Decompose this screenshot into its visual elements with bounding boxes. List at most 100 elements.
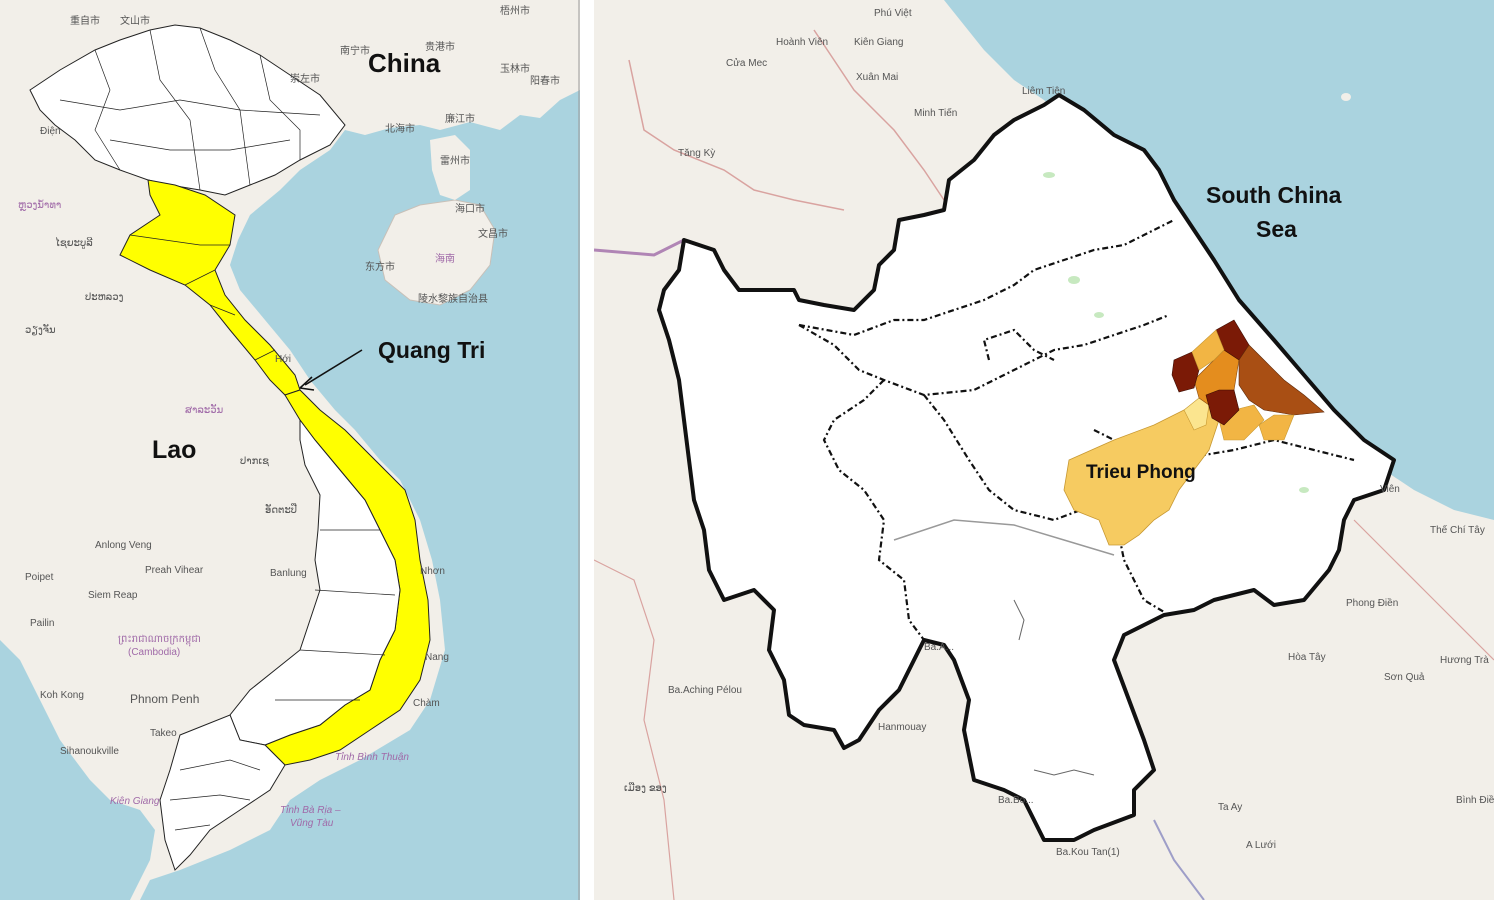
lake [1068, 276, 1080, 284]
basemap-label: 玉林市 [500, 64, 530, 75]
basemap-label: Banlung [270, 568, 307, 579]
basemap-label: Ta Ay [1218, 802, 1243, 813]
province-outline [657, 93, 1396, 842]
basemap-label: ອັດຕະປື [265, 505, 298, 516]
basemap-label: ປາກເຊ [240, 456, 269, 467]
basemap-label: 文山市 [120, 16, 150, 27]
road [628, 59, 845, 211]
river [1013, 599, 1025, 641]
basemap-label: Sihanoukville [60, 746, 119, 757]
basemap-label: Cửa Mec [726, 58, 768, 69]
basemap-label: 阳春市 [530, 76, 560, 87]
vietnam-overview-map[interactable]: 重自市 文山市 南宁市 贵港市 梧州市 崇左市 玉林市 北海市 廉江市 阳春市 … [0, 0, 580, 900]
basemap-label: Poipet [25, 572, 54, 583]
basemap-label: ຫຼວງນໍ້າທາ [18, 200, 62, 211]
basemap-label: ປະຫລວງ [85, 292, 124, 303]
china-label: China [368, 48, 441, 78]
basemap-label: Hới [275, 354, 292, 365]
basemap-label: Hanmouay [878, 722, 927, 733]
vietnam-map-graphic [0, 0, 580, 900]
basemap-label: A Lưới [1246, 840, 1276, 851]
basemap-label: 南宁市 [340, 46, 370, 57]
basemap-label: ໄຊຍະບູລີ [55, 238, 93, 249]
south-borders [169, 759, 261, 831]
quang-tri-label: Quang Tri [378, 337, 486, 363]
quang-tri-arrowhead [299, 376, 315, 391]
sea-label-line2: Sea [1256, 216, 1297, 242]
basemap-label: Kiên Giang [854, 37, 904, 48]
basemap-label: Nhơn [420, 566, 445, 577]
basemap-label: 北海市 [385, 124, 415, 135]
basemap-label: Ba.Bo... [998, 795, 1034, 806]
north-central-borders [129, 234, 276, 361]
hainan-island [377, 199, 496, 306]
river [893, 519, 1115, 556]
basemap-label: Bình Điền [1456, 795, 1494, 806]
basemap-label: 贵港市 [425, 42, 455, 53]
basemap-label: Vũng Tàu [290, 818, 334, 829]
road [594, 238, 685, 257]
lao-label: Lao [152, 436, 197, 464]
lake [1094, 312, 1104, 318]
basemap-label: 梧州市 [500, 6, 530, 17]
island [1341, 93, 1351, 101]
basemap-label: ព្រះរាជាណាចក្រកម្ពុជា [118, 634, 201, 645]
coast-border [1058, 93, 1395, 462]
basemap-label: ສາລະວັນ [185, 405, 224, 416]
lake [1043, 172, 1055, 178]
basemap-label: Tỉnh Bình Thuận [335, 752, 409, 763]
quang-tri-map-graphic [594, 0, 1494, 900]
river [1033, 769, 1095, 776]
trieu-phong-label: Trieu Phong [1086, 462, 1196, 483]
basemap-label: 东方市 [365, 262, 395, 273]
basemap-label: Thế Chí Tây [1430, 525, 1485, 536]
basemap-label: 海南 [435, 254, 455, 265]
basemap-label: ເມືອງ ຂອງ [624, 783, 667, 794]
sea-label-line1: South China [1206, 182, 1342, 208]
north-province-borders [59, 27, 321, 191]
quang-tri-detail-map[interactable]: Phú Việt Hoành Viên Kiên Giang Cửa Mec X… [594, 0, 1494, 900]
basemap-label: 雷州市 [440, 156, 470, 167]
basemap-label: Hương Trà [1440, 655, 1489, 666]
road [594, 559, 675, 900]
basemap-label: Anlong Veng [95, 540, 152, 551]
road [1353, 519, 1494, 661]
commune-pale [1183, 397, 1210, 431]
basemap-label: Ba.A... [924, 642, 955, 653]
commune-light-orange [1258, 414, 1295, 441]
district-trieu-phong [1063, 399, 1220, 546]
sea-area [140, 90, 580, 900]
basemap-label: 陵水黎族自治县 [418, 294, 488, 305]
basemap-label: Preah Vihear [145, 565, 204, 576]
basemap-label: 崇左市 [290, 74, 320, 85]
basemap-label: 海口市 [455, 204, 485, 215]
basemap-label: Xuân Mai [856, 72, 899, 83]
basemap-label: (Cambodia) [128, 647, 181, 658]
road [1153, 819, 1205, 900]
road [813, 29, 945, 201]
basemap-label: 廉江市 [445, 114, 475, 125]
quang-tri-arrow [304, 349, 363, 386]
basemap-label: Ba.Kou Tan(1) [1056, 847, 1120, 858]
basemap-label: Tỉnh Bà Rịa – [280, 805, 341, 816]
basemap-label: ວຽງຈັນ [25, 325, 56, 336]
basemap-label: Chàm [413, 698, 440, 709]
basemap-label: Hòa Tây [1288, 652, 1326, 663]
basemap-label: Koh Kong [40, 690, 84, 701]
basemap-label: Liêm Tiên [1022, 86, 1066, 97]
basemap-label: Kiên Giang [110, 796, 160, 807]
basemap-label: Minh Tiến [914, 108, 958, 119]
basemap-label: Phnom Penh [130, 692, 200, 706]
basemap-label: 文昌市 [478, 229, 508, 240]
basemap-label: Sơn Quả [1384, 672, 1425, 683]
lake [1299, 487, 1309, 493]
basemap-label: 重自市 [70, 16, 100, 27]
commune-brown [1238, 344, 1325, 416]
basemap-label: Phú Việt [874, 8, 912, 19]
basemap-label: Pailin [30, 618, 55, 629]
basemap-label: Ba.Aching Pélou [668, 685, 742, 696]
basemap-label: Điện [40, 126, 61, 137]
basemap-label: Nang [425, 652, 449, 663]
gulf-area [0, 640, 155, 900]
basemap-label: Phong Điền [1346, 598, 1399, 609]
